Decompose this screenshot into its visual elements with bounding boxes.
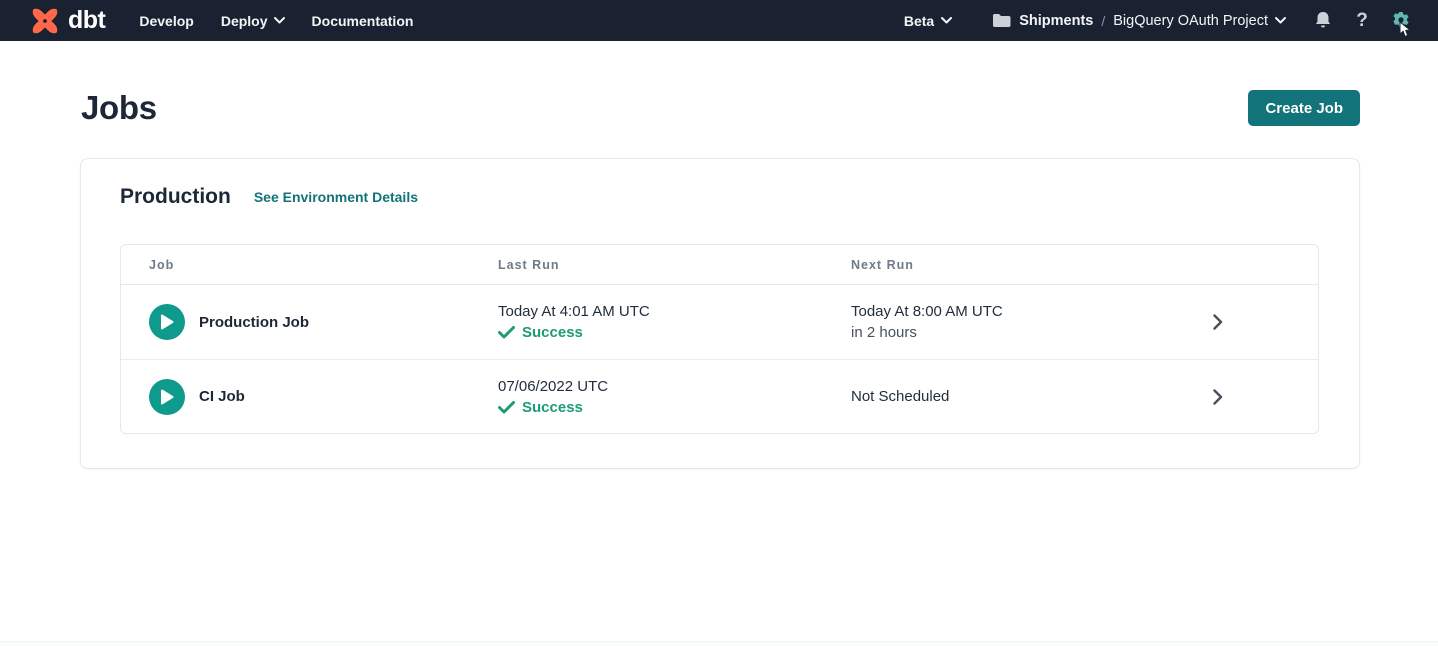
table-row-production-job[interactable]: Production Job Today At 4:01 AM UTC Succ…: [121, 285, 1318, 359]
environment-card-header: Production See Environment Details: [120, 185, 1319, 209]
status-badge: Success: [498, 324, 851, 341]
breadcrumb: Shipments / BigQuery OAuth Project: [992, 13, 1286, 29]
next-run-time: Today At 8:00 AM UTC: [851, 303, 1003, 320]
beta-selector[interactable]: Beta: [904, 13, 953, 29]
main-nav: Develop Deploy Documentation: [139, 13, 413, 29]
breadcrumb-project[interactable]: Shipments: [1019, 12, 1094, 29]
status-text: Success: [522, 398, 583, 416]
see-environment-details-link[interactable]: See Environment Details: [253, 189, 418, 205]
jobs-table-header: Job Last Run Next Run: [121, 245, 1318, 285]
next-run-time: Not Scheduled: [851, 388, 950, 405]
column-header-last-run: Last Run: [498, 257, 560, 272]
nav-item-develop[interactable]: Develop: [139, 12, 194, 29]
cursor-icon: [1399, 20, 1412, 43]
job-name: CI Job: [199, 388, 245, 405]
column-header-job: Job: [149, 257, 175, 272]
brand-wordmark: dbt: [68, 6, 106, 34]
table-row-ci-job[interactable]: CI Job 07/06/2022 UTC Success Not Schedu…: [121, 359, 1318, 433]
top-navbar: dbt Develop Deploy Documentation Beta: [0, 0, 1438, 41]
job-name: Production Job: [199, 313, 309, 331]
bell-icon: [1314, 11, 1332, 30]
settings-button[interactable]: [1390, 10, 1412, 37]
check-icon: [498, 400, 515, 414]
run-job-button[interactable]: [149, 378, 185, 415]
next-run-relative: in 2 hours: [851, 324, 917, 341]
chevron-right-icon[interactable]: [1198, 314, 1238, 330]
help-icon: ?: [1356, 10, 1368, 31]
page-header: Jobs Create Job: [0, 89, 1438, 127]
chevron-right-icon[interactable]: [1198, 388, 1238, 405]
chevron-down-icon: [1275, 17, 1286, 24]
environment-title: Production: [120, 185, 231, 208]
breadcrumb-environment[interactable]: BigQuery OAuth Project: [1113, 13, 1286, 29]
chevron-down-icon: [941, 17, 953, 24]
nav-item-documentation[interactable]: Documentation: [311, 12, 414, 29]
check-icon: [498, 326, 515, 339]
notifications-button[interactable]: [1312, 10, 1334, 32]
breadcrumb-separator: /: [1101, 12, 1106, 29]
status-text: Success: [522, 324, 583, 341]
last-run-time: Today At 4:01 AM UTC: [498, 303, 650, 320]
play-icon: [160, 314, 174, 330]
dbt-logo[interactable]: dbt: [30, 6, 106, 36]
nav-item-deploy[interactable]: Deploy: [221, 13, 285, 29]
create-job-button[interactable]: Create Job: [1248, 90, 1360, 126]
chevron-down-icon: [273, 17, 285, 24]
help-button[interactable]: ?: [1351, 10, 1373, 32]
column-header-next-run: Next Run: [851, 257, 914, 272]
page-title: Jobs: [81, 89, 157, 126]
environment-card: Production See Environment Details Job L…: [80, 158, 1360, 469]
navbar-icon-group: ?: [1312, 10, 1412, 37]
play-icon: [160, 389, 174, 405]
run-job-button[interactable]: [149, 304, 185, 340]
gear-icon: [1391, 11, 1411, 31]
last-run-time: 07/06/2022 UTC: [498, 377, 609, 395]
bottom-edge-line: [0, 641, 1438, 646]
dbt-logo-icon: [30, 6, 60, 36]
jobs-table: Job Last Run Next Run Production Job Tod…: [120, 244, 1319, 434]
status-badge: Success: [498, 399, 851, 416]
folder-icon: [992, 13, 1011, 28]
